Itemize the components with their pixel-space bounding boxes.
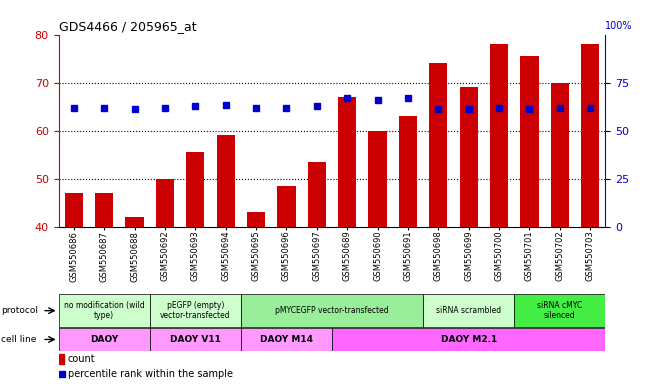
Bar <box>581 44 600 227</box>
Bar <box>126 217 144 227</box>
Text: no modification (wild
type): no modification (wild type) <box>64 301 145 320</box>
Text: pMYCEGFP vector-transfected: pMYCEGFP vector-transfected <box>275 306 389 315</box>
Text: 100%: 100% <box>605 21 633 31</box>
Bar <box>186 152 204 227</box>
Bar <box>59 295 150 327</box>
Bar <box>551 83 569 227</box>
Text: GDS4466 / 205965_at: GDS4466 / 205965_at <box>59 20 196 33</box>
Bar <box>277 186 296 227</box>
Text: siRNA cMYC
silenced: siRNA cMYC silenced <box>537 301 583 320</box>
Bar <box>241 328 332 351</box>
Text: pEGFP (empty)
vector-transfected: pEGFP (empty) vector-transfected <box>160 301 230 320</box>
Bar <box>156 179 174 227</box>
Text: percentile rank within the sample: percentile rank within the sample <box>68 369 233 379</box>
Bar <box>308 162 326 227</box>
Bar <box>95 193 113 227</box>
Bar <box>217 136 235 227</box>
Bar <box>64 193 83 227</box>
Bar <box>423 295 514 327</box>
Bar <box>338 97 356 227</box>
Bar <box>520 56 538 227</box>
Bar <box>368 131 387 227</box>
Bar <box>247 212 265 227</box>
Text: protocol: protocol <box>1 306 38 315</box>
Bar <box>429 63 447 227</box>
Bar <box>59 328 150 351</box>
Text: count: count <box>68 354 96 364</box>
Bar <box>399 116 417 227</box>
Text: DAOY M2.1: DAOY M2.1 <box>441 335 497 344</box>
Text: DAOY M14: DAOY M14 <box>260 335 313 344</box>
Text: siRNA scrambled: siRNA scrambled <box>436 306 501 315</box>
Bar <box>514 295 605 327</box>
Bar <box>460 88 478 227</box>
Bar <box>490 44 508 227</box>
Bar <box>332 328 605 351</box>
Text: cell line: cell line <box>1 335 36 344</box>
Bar <box>241 295 423 327</box>
Text: DAOY: DAOY <box>90 335 118 344</box>
Text: DAOY V11: DAOY V11 <box>170 335 221 344</box>
Bar <box>150 295 241 327</box>
Bar <box>150 328 241 351</box>
Bar <box>59 354 64 364</box>
